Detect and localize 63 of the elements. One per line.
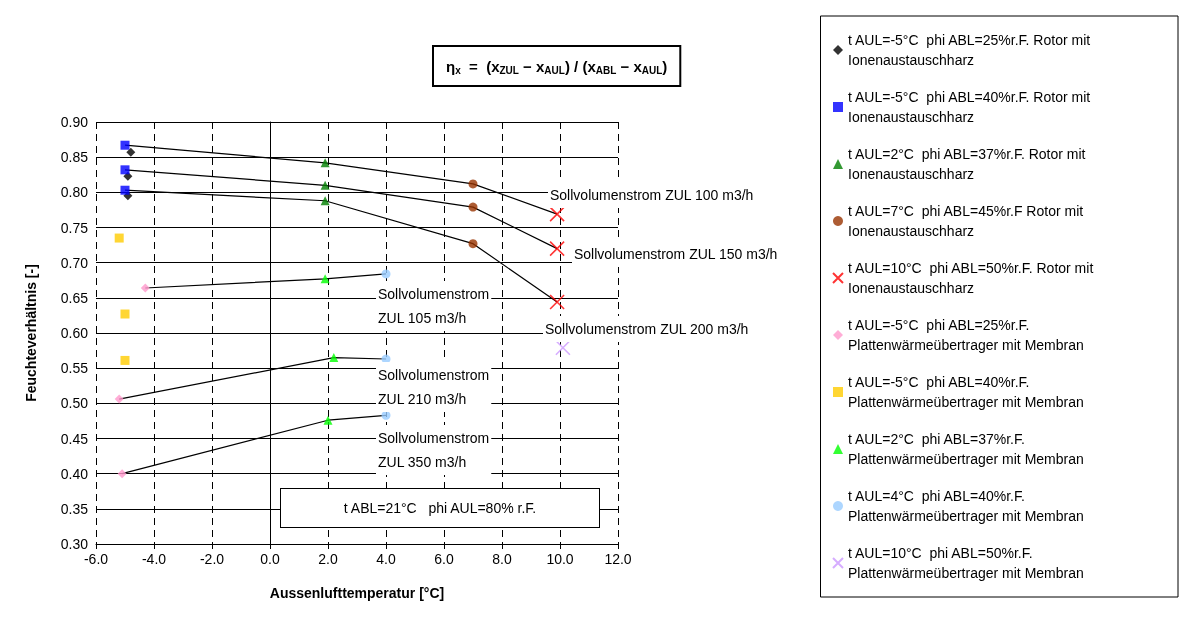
annotation: Sollvolumenstrom ZUL 105 m3/h	[378, 286, 490, 326]
point	[120, 185, 130, 195]
legend-label: t AUL=7°C phi ABL=45%r.F Rotor mit Ionenaustauschharz	[848, 203, 1088, 239]
point	[549, 240, 565, 257]
x-tick-label: 4.0	[376, 551, 396, 567]
y-tick-label: 0.60	[60, 325, 89, 341]
y-tick-label: 0.45	[60, 430, 89, 447]
point	[120, 355, 130, 365]
point	[323, 415, 333, 425]
point	[140, 283, 150, 293]
point	[120, 309, 130, 319]
x-axis-title: Aussenlufttemperatur [°C]	[269, 585, 445, 601]
x-tick-label: 12.0	[604, 551, 632, 567]
point	[381, 269, 391, 279]
annotation: Sollvolumenstrom ZUL 100 m3/h	[550, 187, 754, 203]
y-tick-label: 0.30	[60, 536, 89, 552]
y-tick-label: 0.75	[60, 219, 89, 236]
y-axis-title: Feuchteverhältnis [-]	[23, 264, 39, 402]
point	[320, 180, 330, 190]
annotation: Sollvolumenstrom ZUL 200 m3/h	[545, 321, 749, 337]
x-tick-label: -4.0	[141, 551, 167, 567]
x-tick-label: 2.0	[318, 551, 338, 567]
x-tick-label: -6.0	[83, 551, 109, 567]
point	[468, 202, 478, 212]
legend-label: t AUL=-5°C phi ABL=25%r.F. Rotor mit Ionenaustauschharz	[848, 32, 1095, 68]
x-tick-label: 10.0	[546, 551, 574, 567]
point	[120, 165, 130, 175]
legend-label: t AUL=10°C phi ABL=50%r.F. Rotor mit Ionenaustauschharz	[848, 260, 1098, 296]
legend-label: t AUL=2°C phi ABL=37%r.F. Rotor mit Ionenaustauschharz	[848, 146, 1090, 182]
annotation: Sollvolumenstrom ZUL 210 m3/h	[378, 367, 490, 407]
point	[549, 206, 565, 222]
y-tick-label: 0.90	[60, 114, 89, 130]
point	[117, 469, 127, 479]
annotation: Sollvolumenstrom ZUL 350 m3/h	[378, 430, 490, 470]
y-tick-label: 0.35	[60, 500, 89, 517]
point	[126, 147, 136, 157]
legend-label: t AUL=10°C phi ABL=50%r.F. Plattenwärmeübertrager mit Membran	[848, 545, 1084, 581]
y-tick-label: 0.70	[60, 254, 89, 271]
point	[468, 239, 478, 249]
note-box: t ABL=21°C phi AUL=80% r.F.	[280, 488, 600, 528]
y-tick-label: 0.50	[60, 395, 89, 412]
legend-label: t AUL=-5°C phi ABL=40%r.F. Plattenwärmeübertrager mit Membran	[848, 374, 1084, 410]
legend-label: t AUL=4°C phi ABL=40%r.F. Plattenwärmeübertrager mit Membran	[848, 488, 1084, 524]
point	[320, 158, 330, 168]
point	[114, 394, 124, 404]
point	[468, 179, 478, 189]
legend-label: t AUL=-5°C phi ABL=40%r.F. Rotor mit Ionenaustauschharz	[848, 89, 1095, 125]
x-tick-label: -2.0	[199, 551, 225, 567]
point	[549, 294, 565, 310]
point	[120, 140, 130, 150]
legend-label: t AUL=-5°C phi ABL=25%r.F. Plattenwärmeübertrager mit Membran	[848, 317, 1084, 353]
y-tick-label: 0.55	[60, 360, 89, 377]
point	[320, 196, 330, 206]
y-tick-label: 0.85	[60, 149, 89, 166]
y-tick-label: 0.80	[60, 184, 89, 201]
y-tick-label: 0.65	[60, 289, 89, 306]
y-tick-label: 0.40	[60, 465, 89, 482]
legend-label: t AUL=2°C phi ABL=37%r.F. Plattenwärmeübertrager mit Membran	[848, 431, 1084, 467]
x-tick-label: 0.0	[260, 551, 280, 567]
x-tick-label: 8.0	[492, 551, 512, 567]
annotation: Sollvolumenstrom ZUL 150 m3/h	[574, 246, 778, 262]
point	[114, 233, 124, 243]
x-tick-label: 6.0	[434, 551, 454, 567]
